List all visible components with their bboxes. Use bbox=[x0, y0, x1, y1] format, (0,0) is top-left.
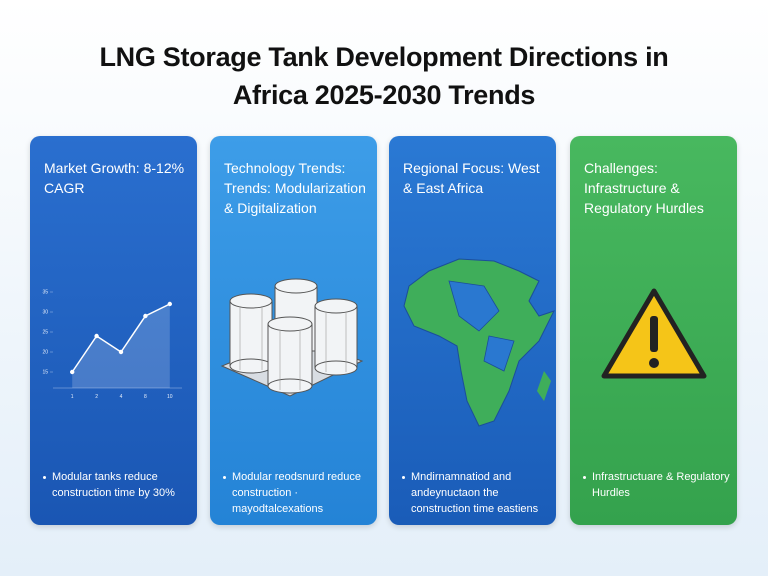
point bbox=[143, 313, 148, 319]
x-tick-label: 2 bbox=[95, 394, 98, 400]
bullet-dot bbox=[583, 476, 586, 479]
card-heading: Challenges: Infrastructure & Regulatory … bbox=[584, 160, 704, 216]
y-tick-label: 25 bbox=[42, 329, 48, 335]
card-heading: Market Growth: 8-12% CAGR bbox=[44, 160, 185, 196]
card-heading: Technology Trends: Trends: Modularizatio… bbox=[224, 160, 366, 216]
point bbox=[70, 369, 75, 375]
bullet-dot bbox=[223, 476, 226, 479]
title: LNG Storage Tank Development Directions … bbox=[99, 42, 669, 110]
x-tick-label: 10 bbox=[167, 394, 173, 400]
x-tick-label: 8 bbox=[144, 394, 147, 400]
bullet: Modular reodsnurd reduce construction · … bbox=[223, 469, 372, 517]
mini-chart: 15 20 25 30 35 1 2 4 8 10 bbox=[42, 289, 182, 400]
point bbox=[167, 301, 172, 307]
y-tick-label: 20 bbox=[42, 349, 48, 355]
card: Market Growth: 8-12% CAGR 15 20 25 30 35 1 2 4 8… bbox=[30, 136, 197, 525]
bullet-dot bbox=[43, 476, 46, 479]
card: Regional Focus: West & East Africa Mndir… bbox=[389, 136, 556, 525]
x-tick-label: 4 bbox=[120, 394, 123, 400]
bullet-text: Infrastructuare & Regulatory Hurdles bbox=[592, 471, 730, 499]
card-heading: Regional Focus: West & East Africa bbox=[403, 160, 540, 196]
card: Challenges: Infrastructure & Regulatory … bbox=[570, 136, 737, 525]
y-tick-label: 15 bbox=[42, 369, 48, 375]
bullet: Mndirnamnatiod and andeynuctaon the cons… bbox=[402, 469, 551, 517]
line-area bbox=[72, 304, 170, 388]
point bbox=[94, 333, 99, 339]
y-tick-label: 35 bbox=[42, 289, 48, 295]
tanks-illustration bbox=[220, 278, 364, 397]
point bbox=[118, 349, 124, 355]
africa-map bbox=[403, 258, 555, 427]
bullet-text: Modular reodsnurd reduce construction · … bbox=[232, 471, 362, 515]
bullet: Infrastructuare & Regulatory Hurdles bbox=[583, 469, 732, 501]
bullet-dot bbox=[402, 476, 405, 479]
bullet-text: Mndirnamnatiod and andeynuctaon the cons… bbox=[411, 471, 539, 515]
bullet: Modular tanks reduce construction time b… bbox=[43, 469, 192, 501]
y-tick-label: 30 bbox=[42, 309, 48, 315]
x-tick-label: 1 bbox=[71, 394, 74, 400]
warning-icon bbox=[601, 288, 707, 379]
bullet-text: Modular tanks reduce construction time b… bbox=[52, 471, 175, 499]
card: Technology Trends: Trends: Modularizatio… bbox=[210, 136, 377, 525]
